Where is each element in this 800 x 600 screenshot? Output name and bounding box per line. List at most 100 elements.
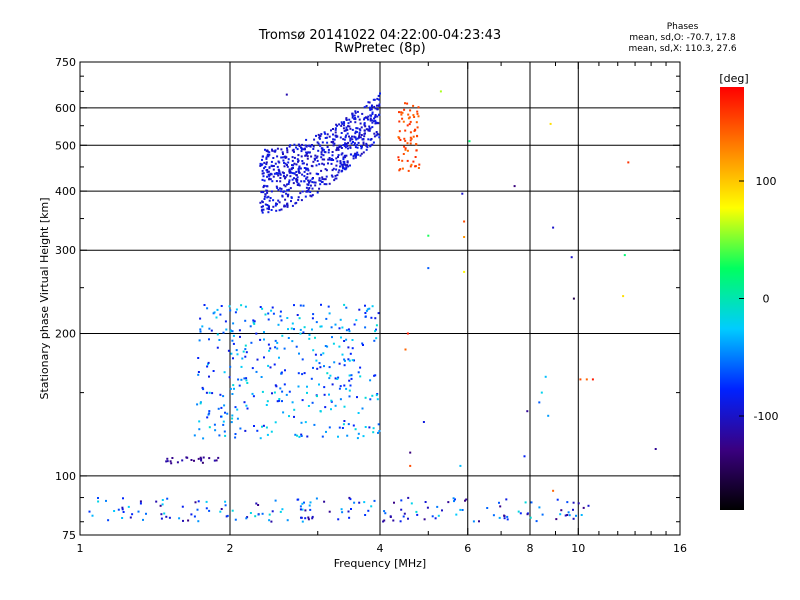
data-point xyxy=(358,308,361,311)
data-point xyxy=(283,383,286,386)
data-point xyxy=(264,313,267,316)
data-point xyxy=(376,97,379,100)
data-point xyxy=(343,384,346,387)
data-point xyxy=(279,177,282,179)
data-point xyxy=(397,136,400,139)
data-point xyxy=(265,426,268,429)
data-point xyxy=(273,172,276,175)
data-point xyxy=(370,108,373,111)
data-point xyxy=(338,345,341,348)
data-point xyxy=(455,513,458,516)
data-point xyxy=(260,205,263,208)
data-point xyxy=(338,327,341,330)
data-point xyxy=(279,315,282,318)
data-point xyxy=(307,169,310,172)
data-point xyxy=(277,168,280,171)
data-point xyxy=(267,150,269,153)
data-point xyxy=(526,410,529,413)
data-point xyxy=(312,148,315,150)
data-point xyxy=(268,153,271,156)
data-point xyxy=(591,378,594,381)
data-point xyxy=(196,403,199,406)
data-point xyxy=(254,515,257,518)
data-point xyxy=(350,508,352,510)
data-point xyxy=(367,118,369,121)
data-point xyxy=(284,162,287,165)
data-point xyxy=(304,154,307,157)
data-point xyxy=(280,148,283,151)
data-point xyxy=(293,328,295,331)
data-point xyxy=(224,500,227,503)
data-point xyxy=(274,149,277,152)
data-point xyxy=(334,377,337,380)
data-point xyxy=(313,423,316,426)
data-point xyxy=(311,515,314,518)
data-point xyxy=(306,167,309,170)
data-point xyxy=(352,141,354,143)
data-point xyxy=(349,352,352,355)
data-point xyxy=(202,388,205,391)
data-point xyxy=(364,514,367,516)
data-point xyxy=(281,151,284,154)
data-point xyxy=(279,180,282,183)
data-point xyxy=(409,109,412,112)
data-point xyxy=(224,434,227,437)
data-point xyxy=(298,352,300,355)
data-point xyxy=(349,498,352,501)
data-point xyxy=(307,188,310,191)
data-point xyxy=(300,146,302,149)
data-point xyxy=(359,375,362,378)
data-point xyxy=(245,377,248,380)
data-point xyxy=(297,385,300,388)
data-point xyxy=(351,116,354,119)
data-point xyxy=(399,520,402,523)
data-point xyxy=(377,98,380,101)
data-point xyxy=(544,375,547,378)
data-point xyxy=(306,155,309,158)
data-point xyxy=(197,457,200,460)
data-point xyxy=(336,174,339,177)
data-point xyxy=(291,159,294,162)
data-point xyxy=(216,346,219,349)
data-point xyxy=(284,156,287,159)
data-point xyxy=(222,331,225,334)
data-point xyxy=(286,203,288,206)
data-point xyxy=(384,512,387,515)
data-point xyxy=(345,134,348,137)
data-point xyxy=(306,190,309,193)
data-point xyxy=(348,389,351,392)
data-point xyxy=(338,145,341,148)
data-point xyxy=(332,144,335,147)
data-point xyxy=(215,316,218,319)
data-point xyxy=(364,326,367,329)
data-point xyxy=(349,139,352,142)
data-point xyxy=(298,317,301,320)
data-point xyxy=(353,154,356,156)
data-point xyxy=(354,130,357,133)
data-point xyxy=(142,518,144,521)
data-point xyxy=(121,517,124,519)
data-point xyxy=(305,190,308,193)
data-point xyxy=(345,117,348,120)
data-point xyxy=(366,308,369,311)
data-point xyxy=(311,517,314,520)
data-point xyxy=(231,509,234,512)
data-point xyxy=(287,161,290,164)
data-point xyxy=(409,451,412,454)
data-point xyxy=(332,140,335,143)
data-point xyxy=(282,172,285,174)
data-point xyxy=(314,181,317,184)
data-point xyxy=(275,385,278,388)
data-point xyxy=(555,518,558,521)
data-point xyxy=(165,460,168,463)
data-point xyxy=(259,338,262,341)
data-point xyxy=(331,383,334,386)
data-point xyxy=(382,520,385,523)
colorbar-label: [deg] xyxy=(719,72,748,85)
data-point xyxy=(206,365,209,368)
data-point xyxy=(122,511,125,513)
data-point xyxy=(345,119,348,121)
data-point xyxy=(145,512,147,515)
data-point xyxy=(376,121,379,124)
axes: 1 2 4 6 8 10 16 75 100 200 300 400 500 600 750 xyxy=(55,56,687,555)
